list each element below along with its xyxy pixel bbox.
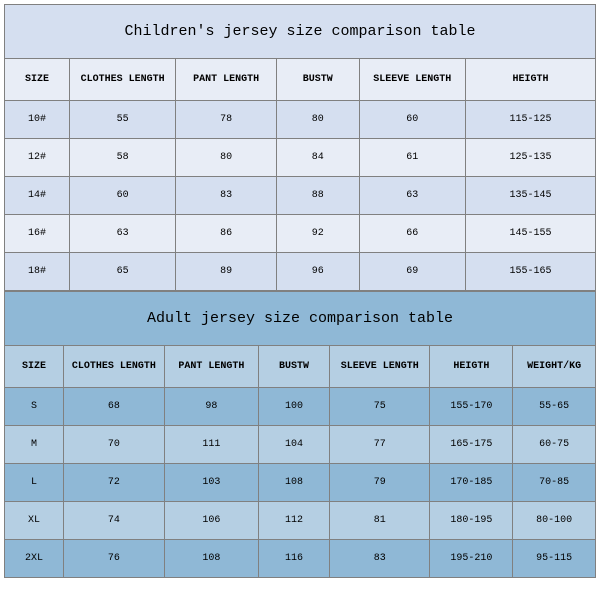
adult-size-table: Adult jersey size comparison table SIZE … [4,291,596,578]
children-header-row: SIZE CLOTHES LENGTH PANT LENGTH BUSTW SL… [5,59,596,101]
cell: 80 [276,101,359,139]
cell: 58 [70,139,176,177]
cell: 112 [259,502,330,540]
col-sleeve-length: SLEEVE LENGTH [359,59,465,101]
cell: 103 [164,464,259,502]
cell: 60 [359,101,465,139]
cell: 81 [330,502,430,540]
cell: 68 [64,388,164,426]
cell: 170-185 [430,464,513,502]
table-row: 14# 60 83 88 63 135-145 [5,177,596,215]
cell: 55 [70,101,176,139]
cell: 96 [276,253,359,291]
table-row: 18# 65 89 96 69 155-165 [5,253,596,291]
cell: 10# [5,101,70,139]
col-bustw: BUSTW [259,346,330,388]
cell: 104 [259,426,330,464]
cell: 16# [5,215,70,253]
cell: 70-85 [513,464,596,502]
cell: 195-210 [430,540,513,578]
cell: 180-195 [430,502,513,540]
col-heigth: HEIGTH [465,59,595,101]
col-bustw: BUSTW [276,59,359,101]
cell: 80 [176,139,276,177]
cell: 60-75 [513,426,596,464]
cell: 63 [70,215,176,253]
adult-title: Adult jersey size comparison table [5,292,596,346]
cell: 88 [276,177,359,215]
cell: 78 [176,101,276,139]
cell: 125-135 [465,139,595,177]
cell: 95-115 [513,540,596,578]
col-weight: WEIGHT/KG [513,346,596,388]
col-size: SIZE [5,346,64,388]
table-row: XL 74 106 112 81 180-195 80-100 [5,502,596,540]
children-size-table: Children's jersey size comparison table … [4,4,596,291]
col-clothes-length: CLOTHES LENGTH [70,59,176,101]
cell: XL [5,502,64,540]
cell: 12# [5,139,70,177]
cell: 83 [330,540,430,578]
col-clothes-length: CLOTHES LENGTH [64,346,164,388]
col-pant-length: PANT LENGTH [164,346,259,388]
cell: 100 [259,388,330,426]
cell: 74 [64,502,164,540]
cell: L [5,464,64,502]
cell: 108 [259,464,330,502]
cell: 61 [359,139,465,177]
cell: 63 [359,177,465,215]
cell: 84 [276,139,359,177]
children-title: Children's jersey size comparison table [5,5,596,59]
cell: 92 [276,215,359,253]
col-size: SIZE [5,59,70,101]
cell: 55-65 [513,388,596,426]
table-row: 16# 63 86 92 66 145-155 [5,215,596,253]
cell: 77 [330,426,430,464]
col-heigth: HEIGTH [430,346,513,388]
cell: 135-145 [465,177,595,215]
cell: 86 [176,215,276,253]
adult-title-row: Adult jersey size comparison table [5,292,596,346]
table-row: S 68 98 100 75 155-170 55-65 [5,388,596,426]
cell: 89 [176,253,276,291]
cell: S [5,388,64,426]
cell: 79 [330,464,430,502]
cell: 83 [176,177,276,215]
cell: 80-100 [513,502,596,540]
cell: 66 [359,215,465,253]
cell: 72 [64,464,164,502]
cell: 65 [70,253,176,291]
adult-header-row: SIZE CLOTHES LENGTH PANT LENGTH BUSTW SL… [5,346,596,388]
cell: 145-155 [465,215,595,253]
cell: 60 [70,177,176,215]
cell: 98 [164,388,259,426]
table-row: 10# 55 78 80 60 115-125 [5,101,596,139]
children-title-row: Children's jersey size comparison table [5,5,596,59]
cell: 111 [164,426,259,464]
table-row: 12# 58 80 84 61 125-135 [5,139,596,177]
cell: 106 [164,502,259,540]
cell: 116 [259,540,330,578]
cell: 14# [5,177,70,215]
cell: 76 [64,540,164,578]
cell: 108 [164,540,259,578]
cell: 165-175 [430,426,513,464]
table-row: L 72 103 108 79 170-185 70-85 [5,464,596,502]
cell: M [5,426,64,464]
cell: 69 [359,253,465,291]
cell: 70 [64,426,164,464]
col-sleeve-length: SLEEVE LENGTH [330,346,430,388]
cell: 18# [5,253,70,291]
cell: 115-125 [465,101,595,139]
cell: 155-170 [430,388,513,426]
cell: 75 [330,388,430,426]
table-row: M 70 111 104 77 165-175 60-75 [5,426,596,464]
cell: 155-165 [465,253,595,291]
col-pant-length: PANT LENGTH [176,59,276,101]
table-row: 2XL 76 108 116 83 195-210 95-115 [5,540,596,578]
cell: 2XL [5,540,64,578]
